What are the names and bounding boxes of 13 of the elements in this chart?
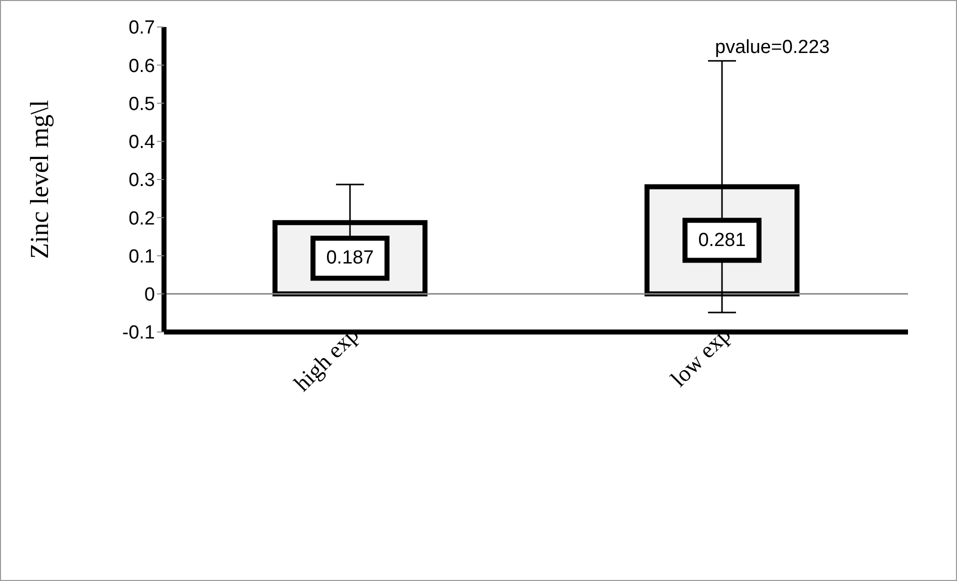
y-tick-label: 0.4 — [128, 132, 156, 154]
y-tick-label: 0.7 — [128, 18, 155, 39]
y-tick-label: 0.6 — [128, 56, 155, 77]
y-tick-label: 0.3 — [128, 170, 155, 192]
y-tick-label: 0.1 — [128, 246, 155, 268]
y-tick-label: 0.5 — [128, 94, 155, 115]
y-axis-title: Zinc level mg\l — [25, 100, 54, 259]
y-tick-label: -0.1 — [122, 322, 155, 344]
annotation: pvalue=0.223 — [715, 36, 830, 58]
data-label: 0.281 — [698, 230, 746, 251]
y-tick-label: 0 — [144, 284, 155, 306]
y-tick-label: 0.2 — [128, 208, 155, 230]
data-label: 0.187 — [326, 248, 374, 269]
